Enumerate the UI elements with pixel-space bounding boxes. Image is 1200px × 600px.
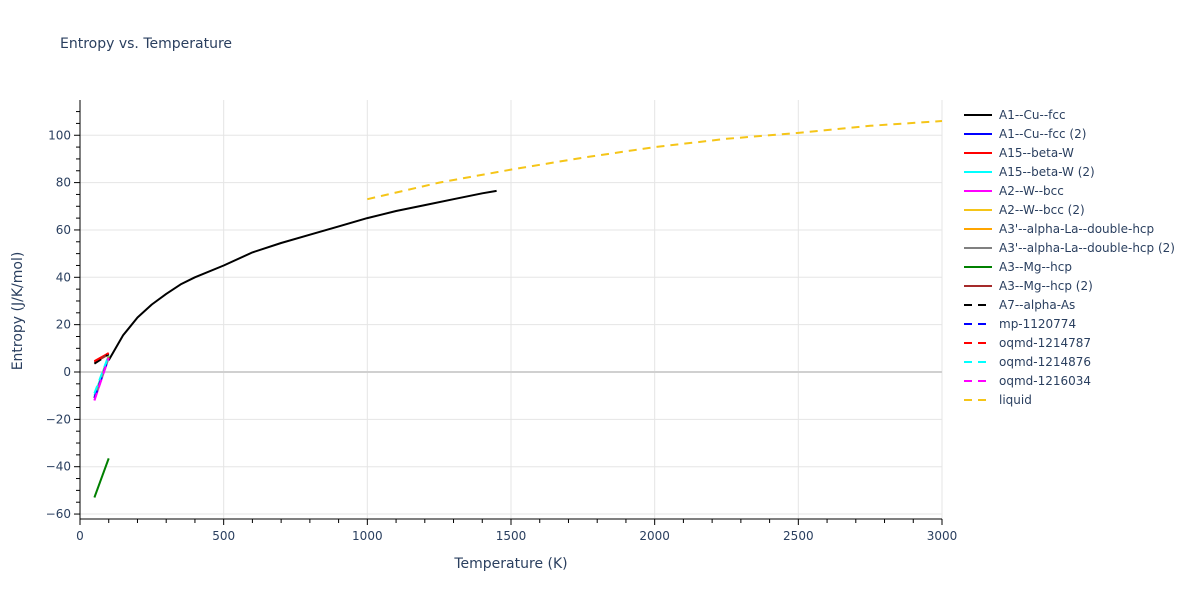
series-line-oqmd-1216034[interactable] [93,357,110,401]
legend-label: liquid [999,392,1032,407]
y-tick-label: 0 [63,365,71,379]
legend-swatch-icon [964,265,992,268]
legend-label: A7--alpha-As [999,297,1076,312]
x-tick-label: 2000 [639,529,670,543]
y-tick-label: 80 [56,176,71,190]
y-tick-label: −40 [46,460,71,474]
legend-item[interactable]: A3'--alpha-La--double-hcp (2) [962,238,1175,257]
legend-item[interactable]: oqmd-1216034 [962,371,1175,390]
legend-swatch-icon [964,208,992,211]
x-tick-label: 0 [76,529,84,543]
legend-swatch-icon [964,303,992,306]
legend-item[interactable]: A3'--alpha-La--double-hcp [962,219,1175,238]
legend-swatch-icon [964,379,992,382]
legend-item[interactable]: A3--Mg--hcp (2) [962,276,1175,295]
legend-item[interactable]: A2--W--bcc [962,181,1175,200]
legend-label: A3'--alpha-La--double-hcp (2) [999,240,1175,255]
legend-item[interactable]: A7--alpha-As [962,295,1175,314]
x-tick-label: 3000 [927,529,958,543]
legend-swatch-icon [964,360,992,363]
legend-item[interactable]: oqmd-1214876 [962,352,1175,371]
legend-item[interactable]: A1--Cu--fcc (2) [962,124,1175,143]
legend-swatch-icon [964,189,992,192]
legend-swatch-icon [964,227,992,230]
legend-item[interactable]: liquid [962,390,1175,409]
legend-item[interactable]: A15--beta-W [962,143,1175,162]
y-tick-label: −60 [46,507,71,521]
x-tick-label: 1500 [496,529,527,543]
legend-item[interactable]: mp-1120774 [962,314,1175,333]
chart-title: Entropy vs. Temperature [60,36,233,52]
y-tick-label: 20 [56,318,71,332]
y-axis-title: Entropy (J/K/mol) [10,252,26,371]
legend-label: mp-1120774 [999,316,1077,331]
legend-swatch-icon [964,284,992,287]
axes: 0 500 1000 1500 2000 2500 3000 −60 −40 −20 0 20 40 60… [46,100,958,543]
y-tick-label: −20 [46,412,71,426]
legend-label: A2--W--bcc [999,183,1064,198]
y-tick-label: 60 [56,223,71,237]
legend-swatch-icon [964,132,992,135]
x-axis-title: Temperature (K) [453,556,567,572]
legend-label: oqmd-1214876 [999,354,1092,369]
x-tick-label: 2500 [783,529,814,543]
legend: A1--Cu--fcc A1--Cu--fcc (2) A15--beta-W A15… [962,105,1175,409]
series-line-a1-cu-fcc[interactable] [107,189,497,361]
series-line-a3-mg-hcp[interactable] [93,458,110,498]
legend-item[interactable]: A15--beta-W (2) [962,162,1175,181]
legend-item[interactable]: oqmd-1214787 [962,333,1175,352]
legend-label: oqmd-1214787 [999,335,1092,350]
legend-item[interactable]: A3--Mg--hcp [962,257,1175,276]
legend-label: A1--Cu--fcc [999,107,1066,122]
legend-swatch-icon [964,151,992,154]
series-line-liquid[interactable] [367,120,943,201]
gridlines [80,100,943,519]
legend-swatch-icon [964,398,992,401]
legend-swatch-icon [964,170,992,173]
series-line-oqmd-1214787[interactable] [93,352,110,363]
y-tick-label: 100 [48,128,71,142]
x-tick-label: 500 [212,529,235,543]
y-tick-label: 40 [56,270,71,284]
x-tick-label: 1000 [352,529,383,543]
legend-swatch-icon [964,322,992,325]
legend-label: A15--beta-W (2) [999,164,1095,179]
legend-swatch-icon [964,113,992,116]
legend-label: A3--Mg--hcp (2) [999,278,1093,293]
series-group [93,120,943,498]
legend-swatch-icon [964,246,992,249]
series-line-oqmd-1214876[interactable] [93,355,110,394]
legend-label: A3'--alpha-La--double-hcp [999,221,1155,236]
legend-item[interactable]: A1--Cu--fcc [962,105,1175,124]
legend-label: A3--Mg--hcp [999,259,1072,274]
legend-label: A2--W--bcc (2) [999,202,1085,217]
series-line-a7-alpha-as[interactable] [93,353,110,365]
legend-item[interactable]: A2--W--bcc (2) [962,200,1175,219]
legend-label: oqmd-1216034 [999,373,1092,388]
legend-label: A15--beta-W [999,145,1074,160]
legend-label: A1--Cu--fcc (2) [999,126,1087,141]
legend-swatch-icon [964,341,992,344]
